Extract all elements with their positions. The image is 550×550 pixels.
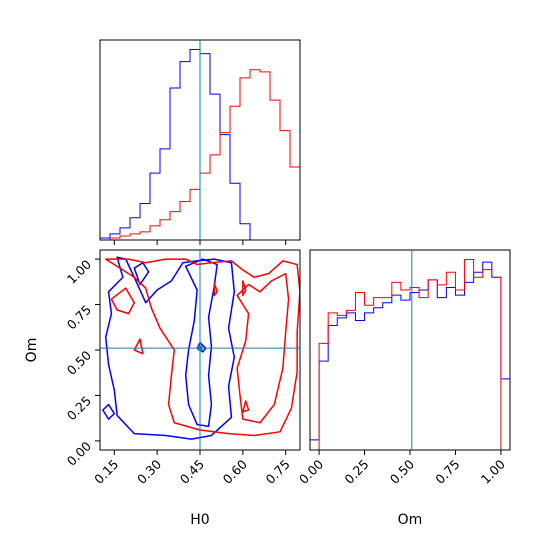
- x-axis-label-om: Om: [398, 512, 423, 528]
- h0-tick-label: 0.15: [91, 457, 121, 487]
- y-axis-label-om: Om: [24, 338, 40, 363]
- h0-tick-label: 0.30: [134, 456, 164, 486]
- om-histogram-series-1: [318, 259, 502, 450]
- om-histogram-panel: [310, 259, 510, 450]
- contour-series-1-level-3: [242, 400, 250, 413]
- h0-tick-label: 0.60: [220, 456, 250, 486]
- h0-tick-label: 0.45: [177, 457, 207, 487]
- truth-marker: [197, 345, 203, 351]
- om-x-tick-label: 0.75: [432, 457, 462, 487]
- contour-series-0-level-1: [184, 258, 218, 428]
- contour-series-1-level-1: [236, 272, 290, 424]
- contour-series-0-level-2: [133, 261, 150, 286]
- om-x-tick-label: 0.25: [341, 457, 371, 487]
- om-y-tick-label: 0.75: [64, 302, 94, 332]
- om-x-tick-label: 0.00: [296, 456, 326, 486]
- om-histogram-frame: [309, 249, 511, 451]
- om-x-tick-label: 1.00: [478, 456, 508, 486]
- om-y-tick-label: 1.00: [64, 257, 94, 287]
- contour-series-0-level-0: [104, 256, 236, 440]
- h0-histogram-series-0: [100, 49, 251, 240]
- h0-tick-label: 0.75: [263, 457, 293, 487]
- om-y-tick-label: 0.25: [64, 393, 94, 423]
- h0-om-contour-panel: [102, 256, 300, 440]
- x-axis-label-h0: H0: [190, 512, 209, 528]
- contour-series-1-level-6: [133, 338, 144, 355]
- om-histogram-series-0: [310, 261, 510, 450]
- om-y-tick-label: 0.00: [64, 438, 94, 468]
- contour-series-1-level-4: [242, 280, 247, 297]
- contour-series-1-level-5: [213, 281, 218, 297]
- contour-series-1-level-2: [110, 287, 136, 315]
- contour-series-1-level-0: [104, 258, 300, 437]
- contour-series-0-level-3: [102, 403, 116, 420]
- om-x-tick-label: 0.50: [387, 456, 417, 486]
- om-y-tick-label: 0.50: [64, 347, 94, 377]
